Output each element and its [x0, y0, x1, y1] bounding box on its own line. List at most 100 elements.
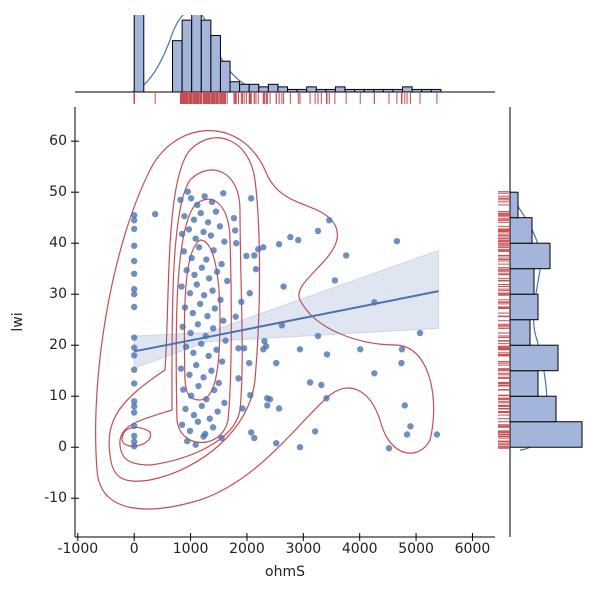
point: [218, 260, 225, 268]
x-hist-bar: [172, 40, 183, 92]
point: [211, 386, 218, 394]
point: [180, 386, 187, 393]
point: [191, 271, 198, 279]
point: [198, 340, 205, 347]
point: [181, 212, 188, 220]
point: [186, 371, 193, 378]
point: [130, 422, 138, 430]
point: [247, 391, 254, 399]
point: [206, 415, 213, 422]
point: [222, 337, 229, 344]
point: [251, 252, 258, 259]
point: [407, 423, 414, 430]
point: [192, 441, 199, 448]
x-hist-bar: [421, 88, 432, 92]
point: [202, 332, 209, 340]
x-hist-bar: [315, 88, 327, 92]
x-hist-bar: [248, 83, 260, 92]
point: [213, 268, 221, 275]
point: [198, 402, 206, 410]
point: [195, 382, 202, 390]
point: [220, 190, 227, 197]
point: [203, 256, 210, 263]
point: [251, 434, 258, 442]
point: [240, 345, 248, 352]
y-tick-label: -10: [44, 490, 67, 506]
point: [151, 210, 159, 218]
point: [177, 196, 184, 204]
point: [398, 346, 406, 353]
y-hist-bar: [509, 217, 533, 244]
y-hist-bar: [509, 191, 519, 219]
point: [190, 216, 198, 223]
point: [184, 188, 191, 195]
point: [210, 247, 217, 254]
point: [178, 421, 186, 428]
y-tick-label: 50: [49, 184, 67, 200]
point: [218, 434, 225, 442]
point: [200, 433, 207, 440]
point: [275, 405, 283, 412]
point: [204, 312, 211, 320]
point: [220, 317, 227, 324]
point: [189, 309, 197, 317]
point: [221, 238, 228, 245]
point: [130, 303, 138, 311]
point: [183, 267, 190, 274]
point: [385, 445, 393, 452]
point: [182, 405, 189, 413]
y-hist-bar: [509, 421, 583, 448]
y-hist-bar: [509, 319, 531, 346]
point: [187, 329, 194, 337]
point: [211, 305, 219, 312]
point: [207, 232, 215, 239]
point: [221, 399, 228, 407]
x-axis-label: ohmS: [265, 564, 305, 580]
kde-contour: [108, 137, 261, 482]
x-tick-label: 4000: [342, 541, 378, 557]
point: [239, 405, 246, 412]
point: [205, 275, 213, 282]
point: [179, 323, 186, 331]
point: [314, 332, 322, 340]
point: [295, 236, 302, 244]
point: [188, 254, 195, 262]
point: [232, 313, 239, 320]
point: [287, 233, 294, 241]
point: [401, 402, 408, 409]
y-hist-bar: [509, 395, 557, 423]
point: [255, 246, 262, 253]
x-hist-bar: [219, 60, 231, 92]
point: [247, 429, 255, 436]
point: [130, 438, 138, 445]
x-hist-bar: [373, 88, 384, 92]
y-axis-label: lwi: [10, 312, 26, 331]
point: [130, 211, 138, 219]
point: [187, 195, 195, 202]
point: [215, 379, 222, 387]
point: [198, 264, 206, 271]
x-hist-bar: [133, 15, 145, 92]
point: [195, 244, 203, 251]
point: [296, 444, 304, 451]
point: [247, 195, 255, 202]
point: [398, 359, 405, 367]
point: [187, 392, 195, 399]
point: [205, 352, 212, 360]
kde-contour: [119, 169, 243, 466]
x-hist-bar: [430, 88, 442, 92]
point: [314, 227, 322, 235]
x-kde: [131, 15, 441, 92]
point: [130, 432, 138, 440]
point: [318, 381, 325, 389]
x-hist-bar: [402, 86, 413, 92]
point: [218, 358, 226, 365]
y-hist-bar: [509, 344, 559, 372]
point: [130, 225, 138, 233]
point: [273, 439, 280, 447]
point: [185, 226, 193, 233]
x-hist-bar: [267, 83, 279, 92]
point: [213, 346, 220, 353]
point: [275, 241, 283, 248]
